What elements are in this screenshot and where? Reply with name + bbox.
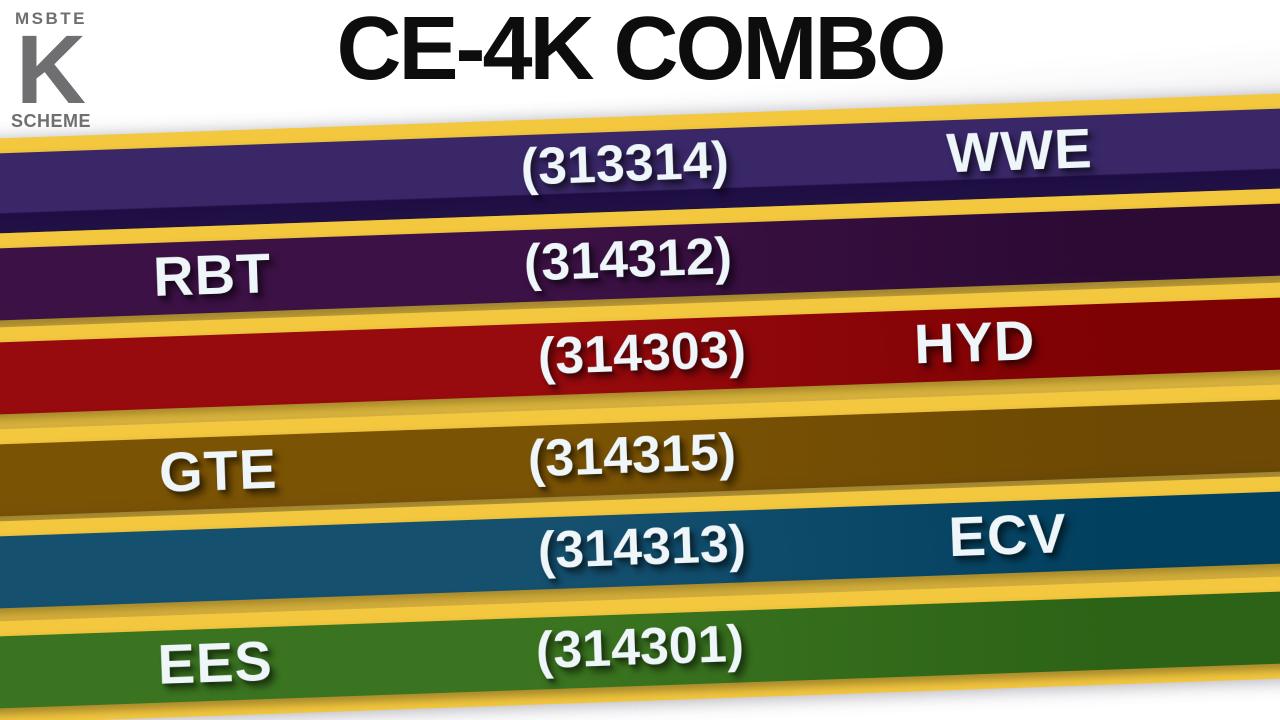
subject-abbr: GTE <box>158 436 279 504</box>
logo-scheme-text: SCHEME <box>10 111 91 132</box>
subject-abbr: EES <box>156 628 274 696</box>
logo-k-letter: K <box>15 15 86 124</box>
subject-code: (314312) <box>522 227 733 293</box>
subject-code: (314303) <box>536 320 747 387</box>
logo-msbte-text: MSBTE <box>15 9 87 28</box>
subject-abbr: WWE <box>945 116 1094 185</box>
page-title: CE-4K COMBO <box>336 0 946 99</box>
subject-abbr: RBT <box>152 240 273 308</box>
subject-abbr: ECV <box>947 501 1068 569</box>
subject-code: (314301) <box>534 614 745 681</box>
subject-code: (313314) <box>519 131 730 197</box>
subject-abbr: HYD <box>913 308 1037 376</box>
msbte-k-scheme-logo: MSBTE K SCHEME <box>8 10 94 130</box>
subject-code: (314313) <box>536 514 747 581</box>
subject-code: (314315) <box>526 423 737 489</box>
